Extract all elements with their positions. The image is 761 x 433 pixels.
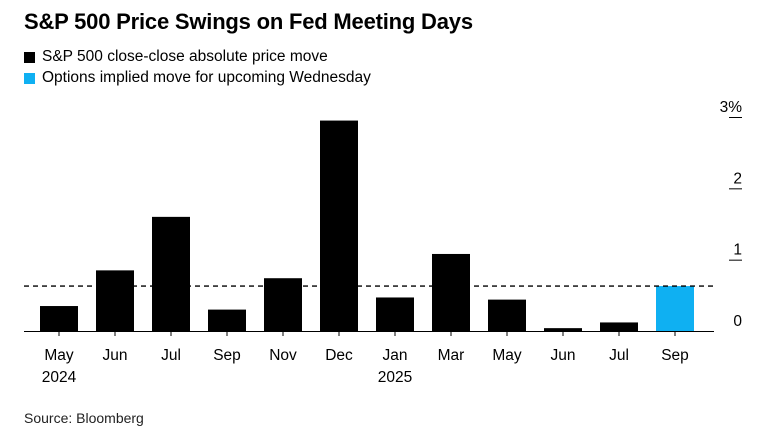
source-note: Source: Bloomberg <box>24 410 144 426</box>
bar-close-close-2 <box>152 216 190 331</box>
x-tick-label-9: Jun <box>551 347 576 364</box>
x-year-label-6: 2025 <box>378 369 412 386</box>
legend-item-implied-move: Options implied move for upcoming Wednes… <box>24 69 371 87</box>
x-tick-label-8: May <box>492 347 522 364</box>
x-tick-label-5: Dec <box>325 347 353 364</box>
bar-close-close-1 <box>96 270 134 331</box>
bar-close-close-6 <box>376 297 414 331</box>
bar-close-close-3 <box>208 309 246 331</box>
legend-swatch-close-close <box>24 51 35 63</box>
legend-label-implied-move: Options implied move for upcoming Wednes… <box>42 69 371 86</box>
bar-close-close-10 <box>600 322 638 331</box>
y-tick-label-0: 0 <box>733 313 742 330</box>
legend-swatch-implied-move <box>24 72 35 84</box>
chart-title: S&P 500 Price Swings on Fed Meeting Days <box>24 9 473 34</box>
legend-label-close-close: S&P 500 close-close absolute price move <box>42 48 328 65</box>
bar-close-close-7 <box>432 253 470 331</box>
x-tick-label-10: Jul <box>609 347 629 364</box>
x-year-label-0: 2024 <box>42 369 77 386</box>
x-tick-label-6: Jan <box>383 347 408 364</box>
bar-close-close-9 <box>544 328 582 331</box>
x-tick-label-11: Sep <box>661 347 689 364</box>
x-tick-label-2: Jul <box>161 347 181 364</box>
x-tick-label-7: Mar <box>438 347 465 364</box>
y-tick-label-2: 2 <box>733 170 742 187</box>
bar-close-close-8 <box>488 299 526 331</box>
legend-item-close-close: S&P 500 close-close absolute price move <box>24 48 328 66</box>
bar-implied-11 <box>656 286 694 331</box>
bar-close-close-5 <box>320 120 358 331</box>
y-tick-label-3: 3% <box>720 99 743 116</box>
x-tick-label-3: Sep <box>213 347 241 364</box>
x-tick-label-0: May <box>44 347 74 364</box>
bar-close-close-4 <box>264 278 302 331</box>
x-tick-label-4: Nov <box>269 347 297 364</box>
bar-close-close-0 <box>40 306 78 331</box>
x-tick-label-1: Jun <box>103 347 128 364</box>
y-tick-label-1: 1 <box>733 242 742 259</box>
